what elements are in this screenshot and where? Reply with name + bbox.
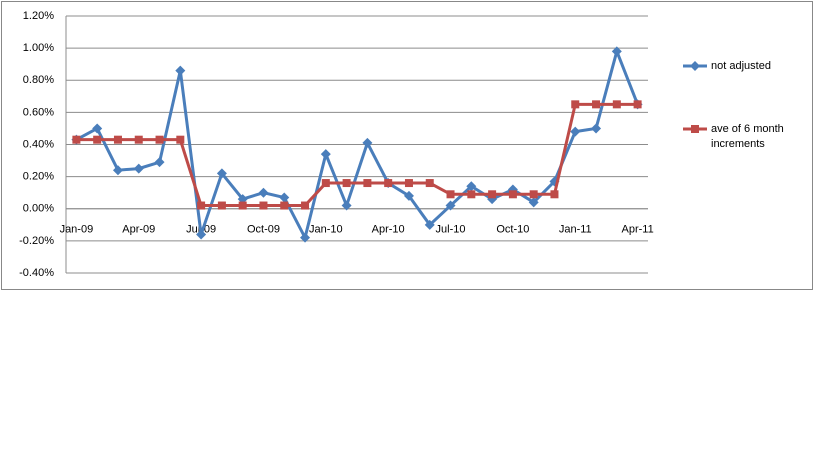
y-tick-label: 0.00% xyxy=(23,203,54,215)
data-point xyxy=(508,190,517,199)
y-tick-label: -0.40% xyxy=(19,267,54,279)
data-point xyxy=(113,135,122,144)
data-point xyxy=(591,123,602,134)
data-point xyxy=(133,163,144,174)
data-point xyxy=(154,157,165,168)
data-point xyxy=(528,197,539,208)
x-tick-label: Oct-10 xyxy=(496,224,529,236)
chart-border xyxy=(1,1,813,290)
legend-label: not adjusted xyxy=(711,60,771,72)
x-tick-label: Jan-09 xyxy=(60,224,94,236)
y-tick-label: 0.60% xyxy=(23,106,54,118)
data-point xyxy=(217,201,226,210)
data-point xyxy=(341,200,352,211)
y-tick-label: 0.40% xyxy=(23,138,54,150)
data-point xyxy=(92,123,103,134)
data-point xyxy=(445,200,456,211)
data-point xyxy=(466,181,477,192)
data-point xyxy=(93,135,102,144)
data-point xyxy=(279,192,290,203)
data-point xyxy=(362,137,373,148)
data-point xyxy=(363,179,372,188)
data-point xyxy=(404,179,413,188)
series-line xyxy=(76,102,638,208)
y-tick-label: -0.20% xyxy=(19,235,54,247)
data-point xyxy=(612,100,621,109)
x-tick-label: Apr-10 xyxy=(372,224,405,236)
data-point xyxy=(529,190,538,199)
data-point xyxy=(197,201,206,210)
data-point xyxy=(321,179,330,188)
data-point xyxy=(301,201,310,210)
y-tick-label: 1.00% xyxy=(23,42,54,54)
x-tick-label: Oct-09 xyxy=(247,224,280,236)
data-point xyxy=(342,179,351,188)
data-point xyxy=(176,135,185,144)
data-point xyxy=(238,201,247,210)
data-point xyxy=(320,149,331,160)
y-tick-label: 0.80% xyxy=(23,74,54,86)
data-point xyxy=(300,232,311,243)
x-tick-label: Jul-10 xyxy=(436,224,466,236)
data-point xyxy=(175,65,186,76)
data-point xyxy=(258,187,269,198)
y-tick-label: 0.20% xyxy=(23,171,54,183)
data-point xyxy=(467,190,476,199)
x-tick-label: Apr-09 xyxy=(122,224,155,236)
data-point xyxy=(446,190,455,199)
data-point xyxy=(112,165,123,176)
data-point xyxy=(550,190,559,199)
data-point xyxy=(196,229,207,240)
x-tick-label: Apr-11 xyxy=(622,224,654,236)
data-point xyxy=(216,168,227,179)
legend-marker xyxy=(690,61,700,71)
data-point xyxy=(72,135,81,144)
data-point xyxy=(611,46,622,57)
data-point xyxy=(134,135,143,144)
legend-label: ave of 6 month increments xyxy=(711,123,784,150)
y-tick-label: 1.20% xyxy=(23,10,54,22)
data-point xyxy=(424,219,435,230)
data-point xyxy=(571,100,580,109)
legend-marker xyxy=(691,125,699,133)
data-point xyxy=(403,190,414,201)
data-point xyxy=(425,179,434,188)
data-point xyxy=(384,179,393,188)
data-point xyxy=(633,100,642,109)
data-point xyxy=(592,100,601,109)
data-point xyxy=(570,126,581,137)
x-tick-label: Jan-11 xyxy=(559,224,592,236)
data-point xyxy=(488,190,497,199)
data-point xyxy=(259,201,268,210)
x-tick-label: Jan-10 xyxy=(309,224,343,236)
data-point xyxy=(280,201,289,210)
series-line xyxy=(75,46,640,242)
data-point xyxy=(155,135,164,144)
